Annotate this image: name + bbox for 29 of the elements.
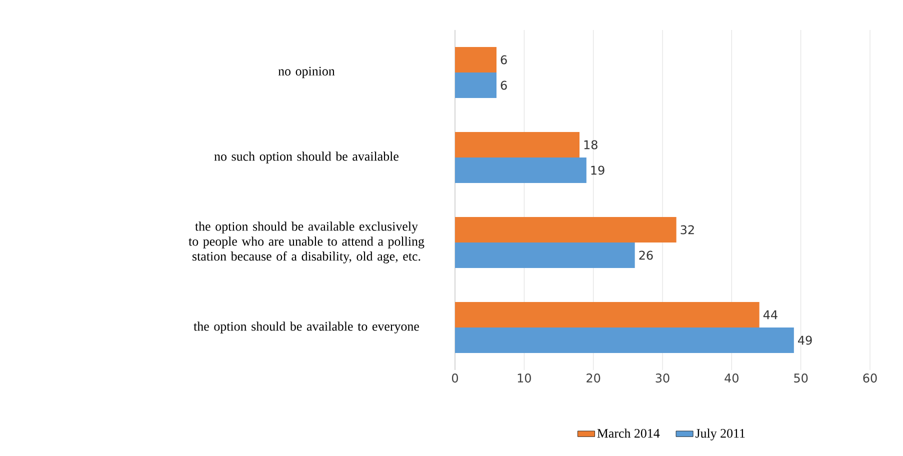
legend-label: March 2014 xyxy=(597,428,660,438)
data-label: 26 xyxy=(639,250,653,260)
bar xyxy=(455,242,635,268)
y-tick-label: no opinion xyxy=(278,66,335,78)
x-tick-label: 30 xyxy=(656,374,670,383)
bar xyxy=(455,132,580,158)
x-tick-label: 0 xyxy=(452,374,458,383)
data-label: 6 xyxy=(500,55,507,64)
data-label: 49 xyxy=(798,336,812,345)
bar xyxy=(455,217,676,243)
y-tick-label: the option should be available exclusively to people who are unable to attend a polling station because of a disability, old age, etc. xyxy=(188,222,424,264)
data-label: 44 xyxy=(763,310,778,320)
x-tick-label: 50 xyxy=(794,374,808,383)
bar xyxy=(455,302,760,328)
bar xyxy=(455,158,586,184)
legend-label: July 2011 xyxy=(696,428,745,440)
x-tick-label: 40 xyxy=(724,374,738,383)
bar xyxy=(455,328,794,354)
x-tick-label: 10 xyxy=(518,374,531,383)
data-label: 19 xyxy=(591,166,604,175)
bar xyxy=(455,72,497,98)
y-tick-label: no such option should be available xyxy=(214,152,398,164)
y-tick-label: the option should be available to everyone xyxy=(194,322,419,334)
bar xyxy=(455,47,497,73)
data-label: 6 xyxy=(500,80,507,90)
data-label: 32 xyxy=(680,225,694,234)
x-tick-label: 60 xyxy=(863,374,877,383)
x-tick-label: 20 xyxy=(586,374,600,383)
data-label: 18 xyxy=(584,140,598,150)
